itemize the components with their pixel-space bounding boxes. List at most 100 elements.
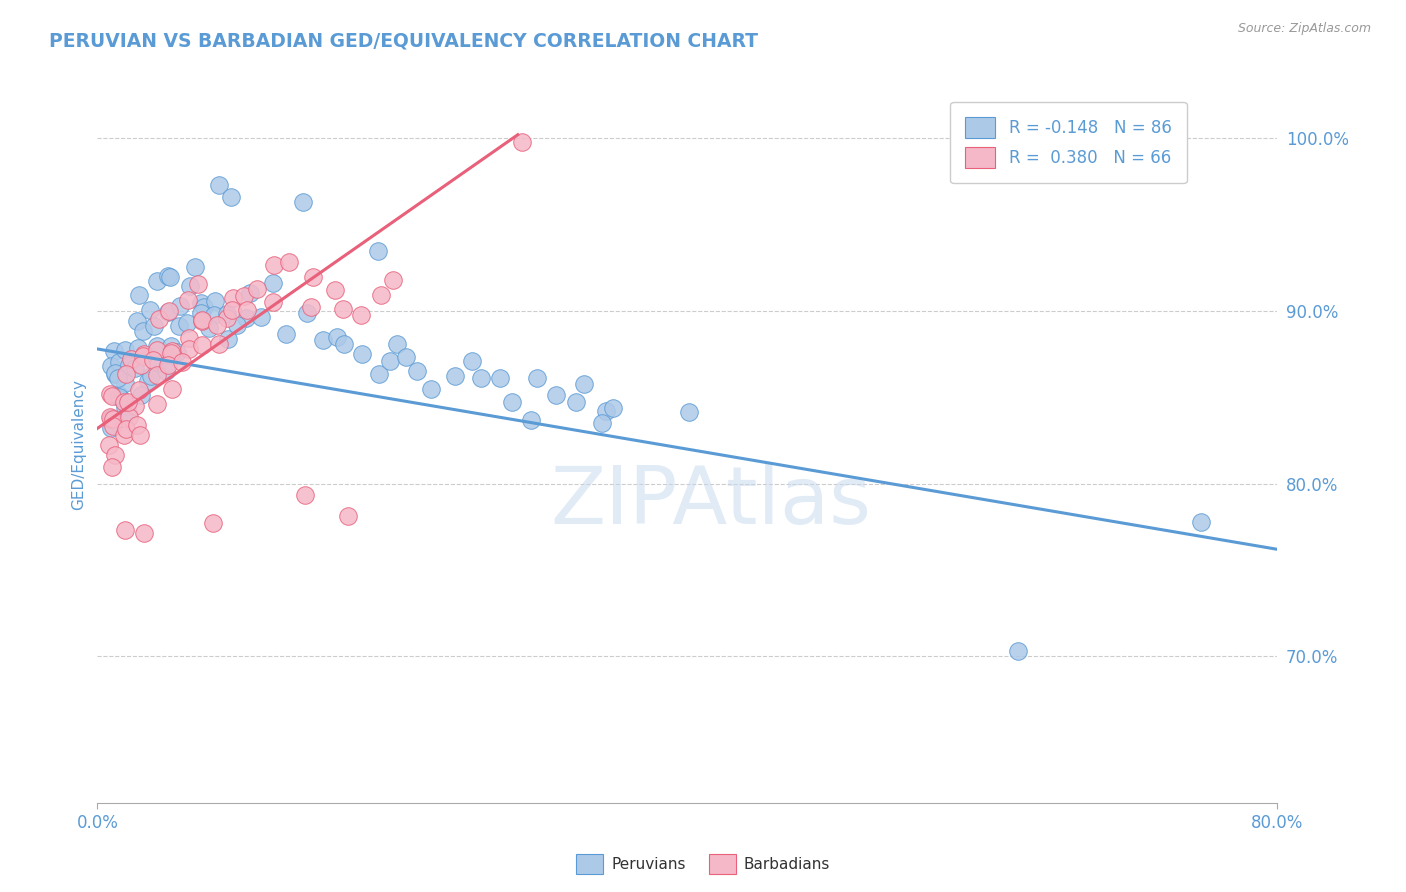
Point — [187, 277, 209, 291]
Point — [232, 289, 254, 303]
Point — [160, 345, 183, 359]
Point — [112, 394, 135, 409]
Point — [520, 413, 543, 427]
Point — [145, 274, 167, 288]
Point — [510, 135, 533, 149]
Point — [205, 318, 228, 332]
Point — [190, 296, 212, 310]
Point — [299, 300, 322, 314]
Point — [98, 387, 121, 401]
Point — [350, 308, 373, 322]
Legend: Peruvians, Barbadians: Peruvians, Barbadians — [569, 848, 837, 880]
Point — [546, 388, 568, 402]
Point — [312, 333, 335, 347]
Point — [565, 395, 588, 409]
Point — [198, 320, 221, 334]
Point — [160, 343, 183, 358]
Text: PERUVIAN VS BARBADIAN GED/EQUIVALENCY CORRELATION CHART: PERUVIAN VS BARBADIAN GED/EQUIVALENCY CO… — [49, 31, 758, 50]
Point — [208, 337, 231, 351]
Point — [98, 438, 121, 452]
Point — [326, 329, 349, 343]
Point — [235, 311, 257, 326]
Point — [526, 371, 548, 385]
Point — [142, 352, 165, 367]
Point — [202, 516, 225, 530]
Point — [191, 313, 214, 327]
Point — [129, 387, 152, 401]
Point — [278, 254, 301, 268]
Point — [190, 306, 212, 320]
Point — [127, 341, 149, 355]
Point — [120, 352, 142, 367]
Point — [1191, 516, 1213, 530]
Point — [114, 523, 136, 537]
Point — [406, 364, 429, 378]
Point — [238, 286, 260, 301]
Point — [101, 419, 124, 434]
Point — [179, 278, 201, 293]
Point — [100, 411, 122, 425]
Point — [155, 364, 177, 378]
Point — [368, 367, 391, 381]
Point — [226, 318, 249, 332]
Point — [420, 382, 443, 396]
Point — [262, 276, 284, 290]
Point — [215, 307, 238, 321]
Point — [101, 412, 124, 426]
Text: ZIPAtlas: ZIPAtlas — [551, 463, 872, 541]
Point — [101, 460, 124, 475]
Point — [595, 404, 617, 418]
Point — [129, 428, 152, 442]
Point — [100, 421, 122, 435]
Point — [1007, 644, 1029, 658]
Point — [395, 351, 418, 365]
Point — [184, 260, 207, 274]
Point — [169, 319, 191, 334]
Point — [176, 293, 198, 307]
Point — [176, 316, 198, 330]
Point — [208, 178, 231, 193]
Point — [146, 397, 169, 411]
Point — [169, 299, 191, 313]
Point — [193, 300, 215, 314]
Point — [118, 358, 141, 372]
Point — [115, 422, 138, 436]
Point — [146, 343, 169, 358]
Point — [236, 303, 259, 318]
Point — [146, 368, 169, 382]
Point — [470, 371, 492, 385]
Point — [117, 395, 139, 409]
Point — [159, 269, 181, 284]
Point — [367, 244, 389, 259]
Point — [107, 371, 129, 385]
Point — [117, 405, 139, 419]
Y-axis label: GED/Equivalency: GED/Equivalency — [72, 379, 86, 510]
Point — [115, 367, 138, 381]
Point — [191, 338, 214, 352]
Point — [128, 288, 150, 302]
Point — [146, 356, 169, 370]
Point — [325, 283, 347, 297]
Point — [100, 412, 122, 426]
Point — [157, 305, 180, 319]
Point — [98, 410, 121, 425]
Point — [177, 342, 200, 356]
Point — [246, 282, 269, 296]
Point — [602, 401, 624, 415]
Text: Source: ZipAtlas.com: Source: ZipAtlas.com — [1237, 22, 1371, 36]
Legend: R = -0.148   N = 86, R =  0.380   N = 66: R = -0.148 N = 86, R = 0.380 N = 66 — [950, 102, 1187, 183]
Point — [221, 303, 243, 318]
Point — [385, 337, 408, 351]
Point — [219, 190, 242, 204]
Point — [148, 312, 170, 326]
Point — [678, 405, 700, 419]
Point — [302, 270, 325, 285]
Point — [136, 374, 159, 388]
Point — [112, 428, 135, 442]
Point — [114, 401, 136, 415]
Point — [156, 358, 179, 372]
Point — [295, 306, 318, 320]
Point — [104, 367, 127, 381]
Point — [127, 314, 149, 328]
Point — [146, 339, 169, 353]
